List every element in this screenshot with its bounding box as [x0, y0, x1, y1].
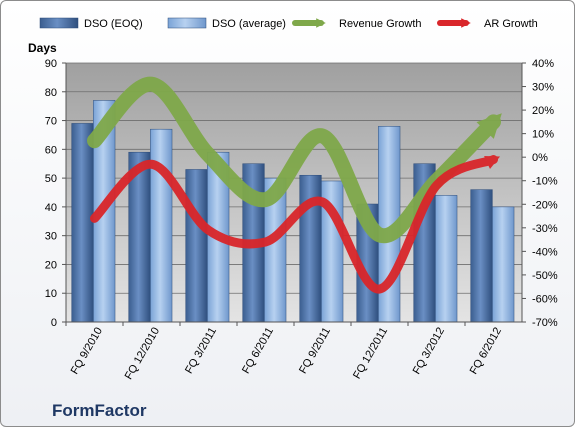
y2-tick-label: -40% — [532, 246, 558, 258]
legend-label: DSO (average) — [212, 18, 286, 30]
y-tick-label: 30 — [45, 231, 57, 243]
y-tick-label: 90 — [45, 58, 57, 70]
bar-dso-eoq — [470, 189, 493, 323]
x-tick-label: FQ 6/2012 — [468, 326, 504, 377]
legend-swatch — [39, 17, 79, 29]
y2-tick-label: 40% — [532, 58, 554, 70]
x-tick-label: FQ 9/2011 — [297, 326, 333, 376]
legend-label: Revenue Growth — [339, 18, 422, 30]
y2-tick-label: -30% — [532, 223, 558, 235]
bar-dso-average — [492, 206, 515, 323]
ar-growth-line — [90, 155, 501, 294]
legend-label: DSO (EOQ) — [84, 18, 143, 30]
x-tick-label: FQ 12/2010 — [123, 326, 162, 382]
y2-tick-label: -70% — [532, 317, 558, 329]
y-axis-label: Days — [28, 41, 57, 55]
bars — [71, 100, 515, 323]
y2-tick-label: 20% — [532, 105, 554, 117]
y2-tick-label: 30% — [532, 82, 554, 94]
y-tick-label: 10 — [45, 288, 57, 300]
y-tick-label: 60 — [45, 144, 57, 156]
x-tick-label: FQ 9/2010 — [69, 326, 105, 377]
y-tick-label: 70 — [45, 116, 57, 128]
y-tick-label: 80 — [45, 87, 57, 99]
x-tick-label: FQ 3/2012 — [411, 326, 447, 377]
legend-label: AR Growth — [484, 18, 538, 30]
brand-label: FormFactor — [52, 401, 147, 420]
y-tick-label: 40 — [45, 202, 57, 214]
bar-dso-average — [150, 128, 173, 323]
legend-swatch — [167, 17, 207, 29]
x-tick-label: FQ 12/2011 — [351, 326, 390, 382]
bar-dso-eoq — [185, 169, 208, 323]
bar-dso-average — [435, 195, 458, 323]
legend: DSO (EOQ) DSO (average) Revenue Growth AR G… — [39, 17, 538, 30]
x-tick-label: FQ 6/2011 — [240, 326, 276, 376]
growth-lines — [87, 76, 502, 294]
y-tick-label: 20 — [45, 259, 57, 271]
x-tick-label: FQ 3/2011 — [183, 326, 219, 376]
y2-tick-label: 0% — [532, 152, 548, 164]
y-tick-label: 0 — [51, 317, 57, 329]
bar-dso-eoq — [71, 123, 94, 323]
y2-tick-label: -20% — [532, 199, 558, 211]
y-tick-label: 50 — [45, 173, 57, 185]
y2-tick-label: -10% — [532, 176, 558, 188]
y2-tick-label: 10% — [532, 129, 554, 141]
y2-tick-label: -50% — [532, 270, 558, 282]
y2-tick-label: -60% — [532, 293, 558, 305]
